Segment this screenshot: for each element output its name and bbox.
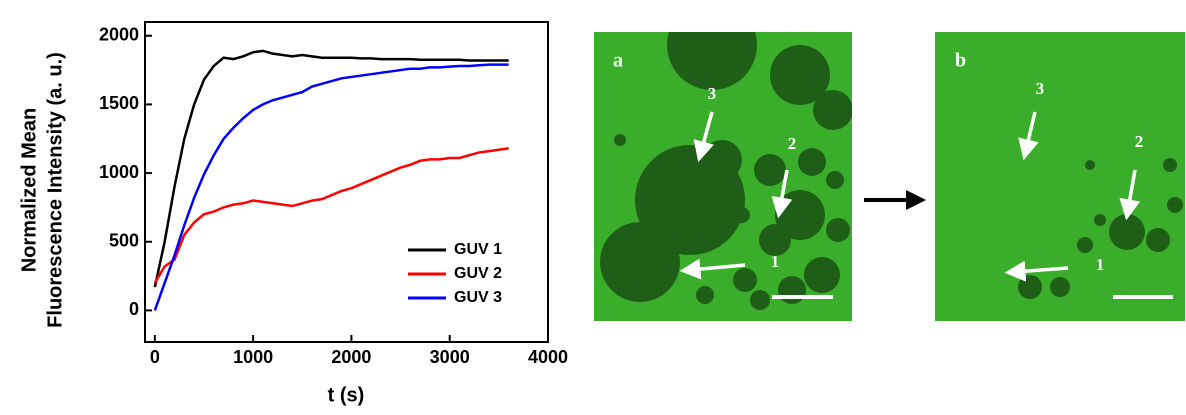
data-line — [153, 147, 509, 284]
legend-label: GUV 3 — [454, 289, 502, 306]
plot-frame — [144, 21, 549, 343]
micrograph-b — [935, 32, 1185, 321]
x-tick-label: 1000 — [233, 347, 273, 367]
y-label: Fluorescence Intensity (a. u.) — [44, 52, 66, 328]
x-tick-label: 4000 — [528, 347, 568, 367]
gv-marker-label: 1 — [1096, 255, 1105, 274]
gv-arrow — [1004, 260, 1069, 282]
gv-arrow — [679, 258, 746, 280]
x-tick-label: 3000 — [430, 347, 470, 367]
x-label: t (s) — [328, 384, 365, 406]
data-line — [153, 49, 509, 288]
gv-marker-label: 1 — [771, 252, 780, 271]
legend-label: GUV 2 — [454, 265, 502, 282]
panel-label: b — [955, 50, 966, 72]
y-label: Normalized Mean — [18, 108, 40, 272]
panel-label: a — [613, 50, 623, 72]
gv-marker-label: 2 — [788, 134, 797, 153]
y-tick-label: 2000 — [99, 24, 139, 44]
gv-arrow — [1119, 169, 1141, 221]
x-tick-label: 2000 — [331, 347, 371, 367]
gv-marker-label: 2 — [1135, 132, 1144, 151]
gv-arrow — [693, 111, 714, 163]
legend-label: GUV 1 — [454, 241, 502, 258]
gv-marker-label: 3 — [708, 84, 717, 103]
micrograph-a — [594, 32, 852, 321]
data-line — [153, 63, 509, 311]
y-tick-label: 1000 — [99, 162, 139, 182]
gv-marker-label: 3 — [1036, 79, 1045, 98]
y-tick-label: 500 — [109, 230, 139, 250]
gv-arrow — [771, 169, 793, 219]
x-tick-label: 0 — [150, 347, 160, 367]
y-tick-label: 0 — [129, 299, 139, 319]
gv-arrow — [1018, 111, 1039, 161]
y-tick-label: 1500 — [99, 93, 139, 113]
